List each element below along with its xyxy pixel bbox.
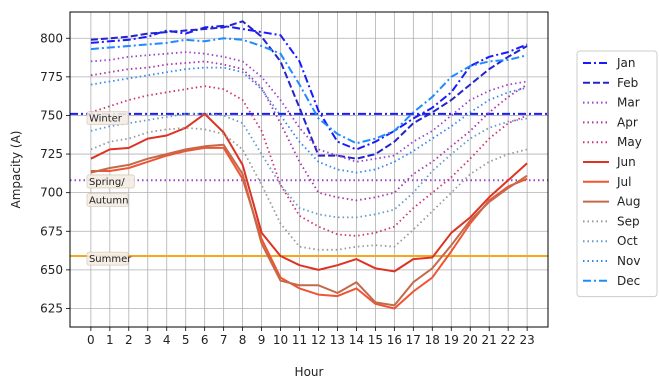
x-tick-label: 5 [182, 333, 190, 347]
y-tick-label: 675 [40, 224, 63, 238]
x-tick-label: 20 [463, 333, 478, 347]
x-tick-label: 22 [501, 333, 516, 347]
legend-label-sep: Sep [617, 214, 640, 228]
series-line-aug [90, 143, 528, 307]
annotation-text: Summer [89, 254, 132, 265]
x-tick-label: 17 [406, 333, 421, 347]
legend-label-apr: Apr [617, 115, 638, 129]
x-tick-label: 10 [273, 333, 288, 347]
x-tick-label: 1 [106, 333, 114, 347]
series-line-nov [90, 66, 528, 174]
y-axis-label: Ampacity (A) [9, 131, 23, 209]
season-annotations: Winter Spring/Autumn Summer [86, 111, 135, 266]
x-tick-label: 12 [311, 333, 326, 347]
x-tick-label: 3 [144, 333, 152, 347]
x-tick-label: 21 [482, 333, 497, 347]
x-tick-label: 14 [349, 333, 364, 347]
x-tick-label: 2 [125, 333, 133, 347]
legend-label-jul: Jul [616, 175, 631, 189]
x-tick-label: 16 [387, 333, 402, 347]
y-tick-label: 800 [40, 31, 63, 45]
series-line-oct [90, 113, 528, 219]
x-tick-label: 4 [163, 333, 171, 347]
series-line-feb [90, 20, 528, 160]
y-tick-label: 725 [40, 147, 63, 161]
legend-label-feb: Feb [617, 76, 638, 90]
series-line-sep [90, 126, 528, 251]
annotation-text: Winter [89, 114, 123, 125]
x-tick-label: 23 [519, 333, 534, 347]
y-tick-label: 650 [40, 263, 63, 277]
series-line-apr [90, 60, 528, 202]
x-tick-label: 9 [258, 333, 266, 347]
x-tick-label: 13 [330, 333, 345, 347]
series-line-jun [90, 112, 528, 273]
y-tick-label: 750 [40, 108, 63, 122]
annotation-box [86, 193, 129, 207]
x-tick-label: 6 [201, 333, 209, 347]
series-line-mar [90, 51, 528, 163]
legend: Jan Feb Mar Apr May Jun Jul Aug Sep Oct Nov Dec [576, 50, 658, 298]
legend-label-dec: Dec [617, 274, 640, 288]
series-line-jan [90, 24, 528, 151]
legend-label-mar: Mar [617, 96, 640, 110]
series-line-jul [90, 146, 528, 310]
series-line-may [90, 85, 528, 237]
annotation-box [86, 111, 129, 126]
x-axis-label: Hour [295, 365, 324, 379]
annotation-box [86, 251, 129, 266]
x-tick-label: 11 [292, 333, 307, 347]
annotation-text: Spring/ [89, 177, 125, 188]
x-tick-label: 18 [425, 333, 440, 347]
x-tick-label: 19 [444, 333, 459, 347]
annotation-box [86, 174, 135, 189]
series-line-dec [90, 37, 528, 145]
series-lines [90, 20, 528, 310]
y-tick-label: 775 [40, 70, 63, 84]
legend-label-nov: Nov [617, 254, 640, 268]
legend-box [576, 50, 658, 298]
x-tick-label: 15 [368, 333, 383, 347]
legend-label-aug: Aug [617, 195, 640, 209]
threshold-lines [70, 112, 548, 257]
legend-label-may: May [617, 135, 642, 149]
x-tick-label: 7 [220, 333, 228, 347]
y-tick-label: 625 [40, 301, 63, 315]
x-tick-label: 8 [239, 333, 247, 347]
annotation-text: Autumn [89, 195, 129, 206]
grid-layer [70, 12, 548, 327]
legend-label-oct: Oct [617, 234, 638, 248]
legend-label-jun: Jun [616, 155, 636, 169]
x-tick-label: 0 [87, 333, 95, 347]
plot-frame [69, 11, 549, 328]
legend-label-jan: Jan [616, 56, 636, 70]
axis-ticks: 0 1 2 3 4 5 6 7 8 9 10 11 12 13 14 15 16 17 18 19 20 21 22 2362… [40, 31, 535, 347]
y-tick-label: 700 [40, 186, 63, 200]
